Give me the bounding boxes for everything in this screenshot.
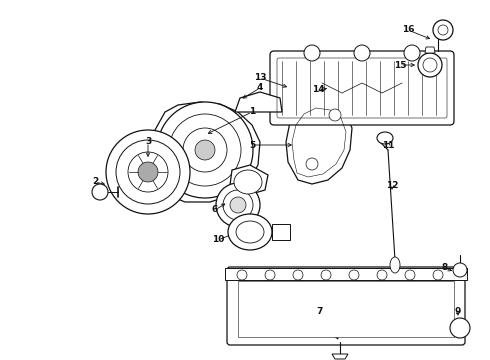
Ellipse shape	[138, 162, 158, 182]
Text: 16: 16	[402, 26, 414, 35]
Text: 5: 5	[249, 140, 255, 149]
Ellipse shape	[354, 45, 370, 61]
FancyBboxPatch shape	[227, 267, 465, 345]
Ellipse shape	[453, 263, 467, 277]
Ellipse shape	[230, 197, 246, 213]
Ellipse shape	[418, 53, 442, 77]
Text: 7: 7	[317, 307, 323, 316]
Ellipse shape	[237, 270, 247, 280]
Text: 9: 9	[455, 307, 461, 316]
Ellipse shape	[306, 158, 318, 170]
Ellipse shape	[349, 270, 359, 280]
Polygon shape	[152, 102, 260, 202]
Text: 3: 3	[145, 138, 151, 147]
Ellipse shape	[157, 102, 253, 198]
Ellipse shape	[169, 114, 241, 186]
Ellipse shape	[433, 20, 453, 40]
Ellipse shape	[128, 152, 168, 192]
Text: 2: 2	[92, 177, 98, 186]
Polygon shape	[272, 224, 290, 240]
Ellipse shape	[236, 221, 264, 243]
Text: 6: 6	[212, 206, 218, 215]
Ellipse shape	[92, 184, 108, 200]
Ellipse shape	[116, 140, 180, 204]
Ellipse shape	[329, 109, 341, 121]
Ellipse shape	[234, 170, 262, 194]
Ellipse shape	[390, 257, 400, 273]
Polygon shape	[230, 165, 268, 195]
Ellipse shape	[433, 270, 443, 280]
Polygon shape	[332, 354, 348, 359]
Text: 14: 14	[312, 85, 324, 94]
Polygon shape	[235, 92, 282, 112]
Ellipse shape	[293, 270, 303, 280]
Ellipse shape	[223, 190, 253, 220]
Polygon shape	[286, 100, 352, 184]
Ellipse shape	[404, 45, 420, 61]
Ellipse shape	[265, 270, 275, 280]
Ellipse shape	[377, 132, 393, 144]
Text: 15: 15	[394, 60, 406, 69]
Ellipse shape	[423, 58, 437, 72]
Ellipse shape	[438, 25, 448, 35]
Ellipse shape	[195, 140, 215, 160]
Text: 11: 11	[382, 140, 394, 149]
Text: 8: 8	[442, 264, 448, 273]
Text: 12: 12	[386, 180, 398, 189]
Text: 10: 10	[212, 235, 224, 244]
Text: 13: 13	[254, 73, 266, 82]
Ellipse shape	[377, 270, 387, 280]
Ellipse shape	[321, 270, 331, 280]
Ellipse shape	[183, 128, 227, 172]
FancyBboxPatch shape	[270, 51, 454, 125]
Ellipse shape	[106, 130, 190, 214]
Ellipse shape	[450, 318, 470, 338]
Ellipse shape	[216, 183, 260, 227]
Bar	[225, 268, 467, 280]
Polygon shape	[425, 47, 435, 53]
Text: 4: 4	[257, 84, 263, 93]
Ellipse shape	[405, 270, 415, 280]
Ellipse shape	[304, 45, 320, 61]
Bar	[238, 281, 454, 337]
Text: 1: 1	[249, 108, 255, 117]
Ellipse shape	[228, 214, 272, 250]
